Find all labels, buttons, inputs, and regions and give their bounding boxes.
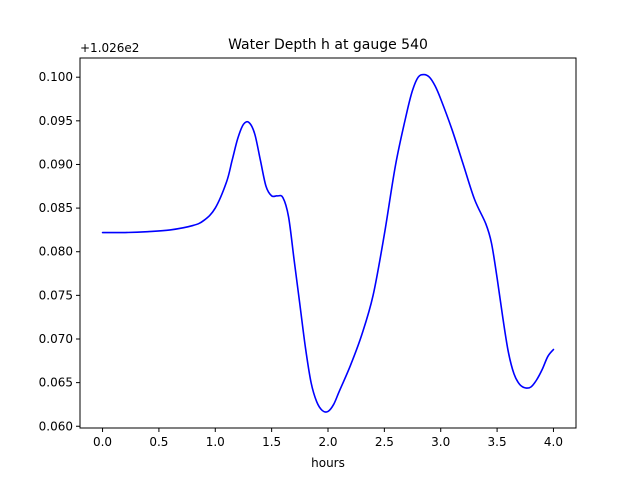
y-tick-label: 0.075	[39, 288, 73, 302]
x-tick-label: 2.0	[318, 435, 337, 449]
x-axis-ticks: 0.0 0.5 1.0 1.5 2.0 2.5 3.0 3.5 4.0	[93, 428, 563, 449]
series-line	[101, 73, 555, 413]
x-tick-label: 4.0	[544, 435, 563, 449]
x-tick-label: 1.0	[206, 435, 225, 449]
y-tick-label: 0.070	[39, 332, 73, 346]
y-tick-label: 0.095	[39, 114, 73, 128]
y-tick-label: 0.085	[39, 201, 73, 215]
chart-title: Water Depth h at gauge 540	[228, 37, 428, 53]
x-tick-label: 2.5	[375, 435, 394, 449]
x-tick-label: 0.5	[149, 435, 168, 449]
y-axis-ticks: 0.060 0.065 0.070 0.075 0.080 0.085 0.090 0.095…	[39, 70, 80, 433]
y-axis-offset-label: +1.026e2	[80, 41, 139, 55]
x-tick-label: 3.0	[431, 435, 450, 449]
x-tick-label: 0.0	[93, 435, 112, 449]
y-tick-label: 0.065	[39, 376, 73, 390]
y-tick-label: 0.060	[39, 419, 73, 433]
plot-frame	[79, 57, 577, 429]
y-tick-label: 0.100	[39, 70, 73, 84]
x-axis-label: hours	[311, 456, 345, 470]
x-tick-label: 3.5	[488, 435, 507, 449]
x-tick-label: 1.5	[262, 435, 281, 449]
y-tick-label: 0.080	[39, 245, 73, 259]
y-tick-label: 0.090	[39, 157, 73, 171]
